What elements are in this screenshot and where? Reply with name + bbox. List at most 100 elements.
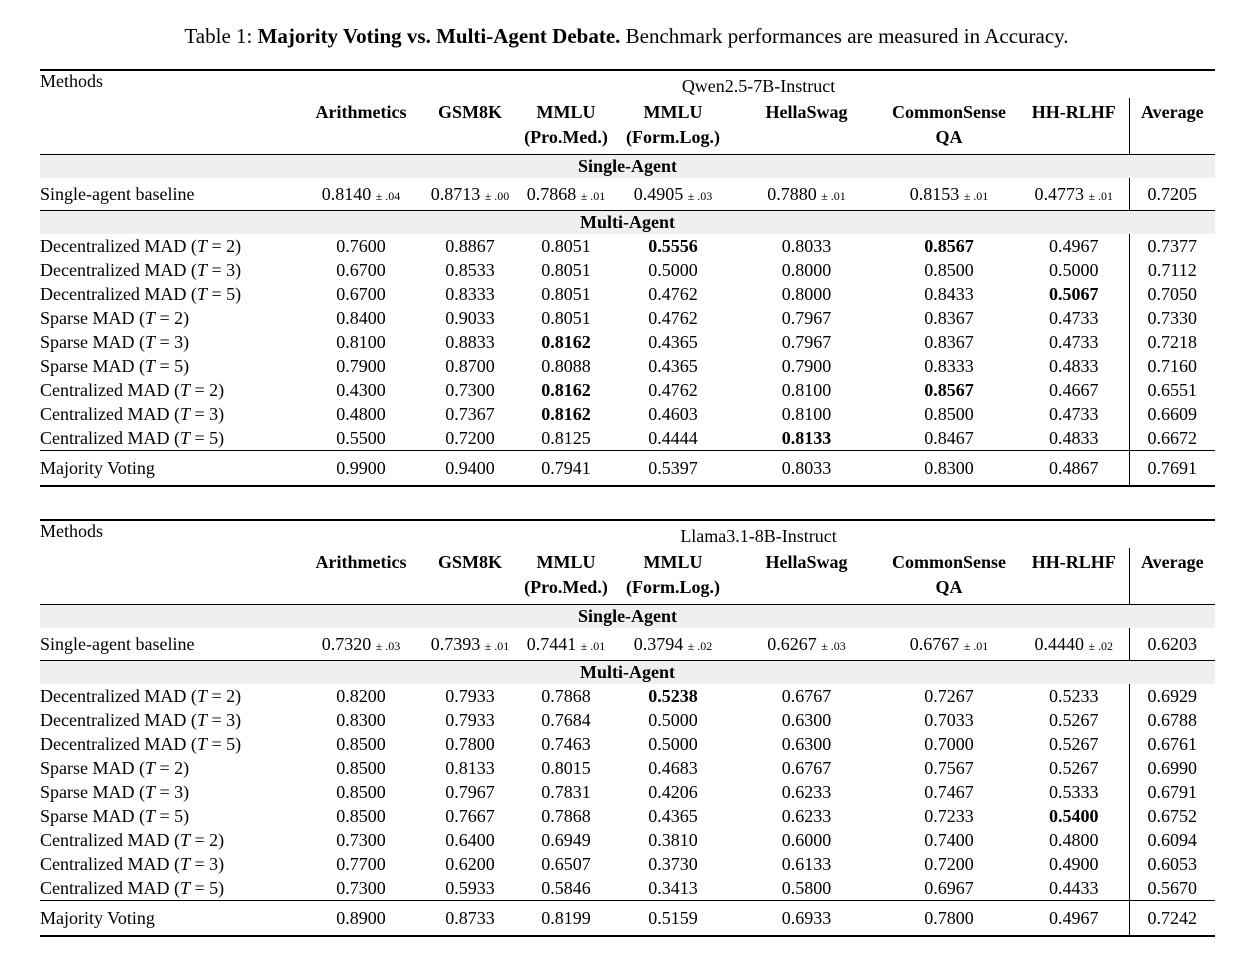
score-cell: 0.6767	[781, 685, 832, 706]
score-cell: 0.8051	[541, 235, 591, 256]
score-cell: 0.7967	[781, 331, 832, 352]
score-cell: 0.8533	[445, 259, 495, 280]
score-cell: 0.4762	[648, 307, 698, 328]
stddev: ± .03	[821, 638, 846, 653]
benchmark-column-header: MMLU (Form.Log.)	[612, 98, 734, 155]
score-cell: 0.5933	[445, 877, 495, 898]
score-cell: 0.5500	[336, 427, 386, 448]
method-label: Centralized MAD (T = 5)	[40, 877, 225, 898]
method-label: Sparse MAD (T = 5)	[40, 805, 190, 826]
score-cell: 0.8100	[781, 403, 832, 424]
score-cell: 0.8700	[445, 355, 495, 376]
score-cell: 0.8000	[781, 259, 832, 280]
score-cell: 0.8867	[445, 235, 495, 256]
method-label: Sparse MAD (T = 2)	[40, 307, 190, 328]
score-cell: 0.8333	[924, 355, 974, 376]
score-cell: 0.8033	[781, 235, 832, 256]
score-cell: 0.8100	[781, 379, 832, 400]
score-cell: 0.4762	[648, 379, 698, 400]
average-cell: 0.5670	[1128, 876, 1216, 901]
benchmark-column-header: CommonSense QA	[879, 548, 1019, 605]
table-row: Centralized MAD (T = 3) 0.4800 0.7367 0.816…	[40, 402, 1216, 426]
benchmark-column-header: MMLU (Pro.Med.)	[520, 98, 612, 155]
score-cell: 0.7933	[445, 709, 495, 730]
table-row: Sparse MAD (T = 5) 0.8500 0.7667 0.7868 0.43…	[40, 804, 1216, 828]
benchmark-column-header: HH-RLHF	[1019, 98, 1129, 155]
score-cell: 0.7967	[781, 307, 832, 328]
score-cell: 0.7800	[879, 900, 1019, 936]
methods-column-header: Methods	[40, 520, 302, 605]
score-cell: 0.4733	[1049, 403, 1099, 424]
score-cell: 0.4967	[1049, 235, 1099, 256]
baseline-row: Single-agent baseline 0.7320 ± .03 0.7393 …	[40, 628, 1216, 661]
table-row: Decentralized MAD (T = 3) 0.6700 0.8533 0.8…	[40, 258, 1216, 282]
score-cell: 0.4365	[648, 355, 698, 376]
stddev: ± .01	[484, 638, 510, 653]
score-cell: 0.6000	[781, 829, 832, 850]
score-cell: 0.7441 ± .01	[520, 628, 612, 661]
score-cell: 0.7700	[336, 853, 386, 874]
score-cell: 0.7600	[336, 235, 386, 256]
score-cell: 0.5333	[1049, 781, 1099, 802]
score-cell: 0.4773 ± .01	[1019, 178, 1129, 211]
score-cell: 0.6233	[781, 781, 832, 802]
methods-column-header: Methods	[40, 70, 302, 155]
score-cell: 0.4833	[1049, 427, 1099, 448]
baseline-row: Single-agent baseline 0.8140 ± .04 0.8713 …	[40, 178, 1216, 211]
score-cell: 0.8500	[336, 805, 386, 826]
score-cell: 0.7367	[445, 403, 495, 424]
score-cell: 0.9900	[302, 450, 420, 486]
table-row: Sparse MAD (T = 2) 0.8400 0.9033 0.8051 0.47…	[40, 306, 1216, 330]
average-cell: 0.7112	[1128, 258, 1216, 282]
average-cell: 0.6788	[1128, 708, 1216, 732]
section-row-single-agent: Single-Agent	[40, 154, 1216, 178]
stddev: ± .03	[687, 188, 713, 203]
table-row: Sparse MAD (T = 2) 0.8500 0.8133 0.8015 0.46…	[40, 756, 1216, 780]
score-cell: 0.7800	[445, 733, 495, 754]
score-cell: 0.3810	[648, 829, 698, 850]
method-label: Decentralized MAD (T = 5)	[40, 283, 242, 304]
score-cell: 0.5000	[1049, 259, 1099, 280]
score-cell: 0.7900	[781, 355, 832, 376]
average-cell: 0.7691	[1128, 450, 1216, 486]
average-cell: 0.6761	[1128, 732, 1216, 756]
score-cell: 0.6133	[781, 853, 832, 874]
score-cell: 0.4800	[336, 403, 386, 424]
average-cell: 0.6990	[1128, 756, 1216, 780]
caption-title: Majority Voting vs. Multi-Agent Debate.	[257, 24, 621, 48]
average-cell: 0.6094	[1128, 828, 1216, 852]
average-cell: 0.7218	[1128, 330, 1216, 354]
score-cell: 0.6300	[781, 733, 832, 754]
score-cell: 0.8367	[924, 307, 974, 328]
table-row: Centralized MAD (T = 3) 0.7700 0.6200 0.650…	[40, 852, 1216, 876]
score-cell: 0.4206	[648, 781, 698, 802]
header-row-benchmarks: Arithmetics GSM8K MMLU (Pro.Med.) MMLU (Form.…	[40, 548, 1216, 605]
majority-voting-label: Majority Voting	[40, 450, 302, 486]
score-cell: 0.6949	[541, 829, 591, 850]
score-cell: 0.5233	[1049, 685, 1099, 706]
score-cell: 0.4365	[648, 805, 698, 826]
header-row-benchmarks: Arithmetics GSM8K MMLU (Pro.Med.) MMLU (Form.…	[40, 98, 1216, 155]
score-cell: 0.7233	[924, 805, 974, 826]
score-cell: 0.8033	[734, 450, 879, 486]
score-cell: 0.7868 ± .01	[520, 178, 612, 211]
table-row: Sparse MAD (T = 5) 0.7900 0.8700 0.8088 0.43…	[40, 354, 1216, 378]
score-cell: 0.4300	[336, 379, 386, 400]
score-cell: 0.8500	[924, 259, 974, 280]
section-row-single-agent: Single-Agent	[40, 604, 1216, 628]
score-cell: 0.3794 ± .02	[612, 628, 734, 661]
majority-voting-label: Majority Voting	[40, 900, 302, 936]
score-cell: 0.4440 ± .02	[1019, 628, 1129, 661]
score-cell: 0.7033	[924, 709, 974, 730]
stddev: ± .01	[963, 188, 989, 203]
score-cell: 0.3413	[648, 877, 698, 898]
baseline-method-label: Single-agent baseline	[40, 628, 302, 661]
benchmark-column-header: HellaSwag	[734, 548, 879, 605]
stddev: ± .01	[580, 188, 606, 203]
benchmark-column-header: Arithmetics	[302, 98, 420, 155]
score-cell: 0.6200	[445, 853, 495, 874]
score-cell: 0.5397	[612, 450, 734, 486]
table-row: Decentralized MAD (T = 3) 0.8300 0.7933 0.7…	[40, 708, 1216, 732]
score-cell: 0.8162	[541, 379, 591, 400]
score-cell: 0.5159	[612, 900, 734, 936]
